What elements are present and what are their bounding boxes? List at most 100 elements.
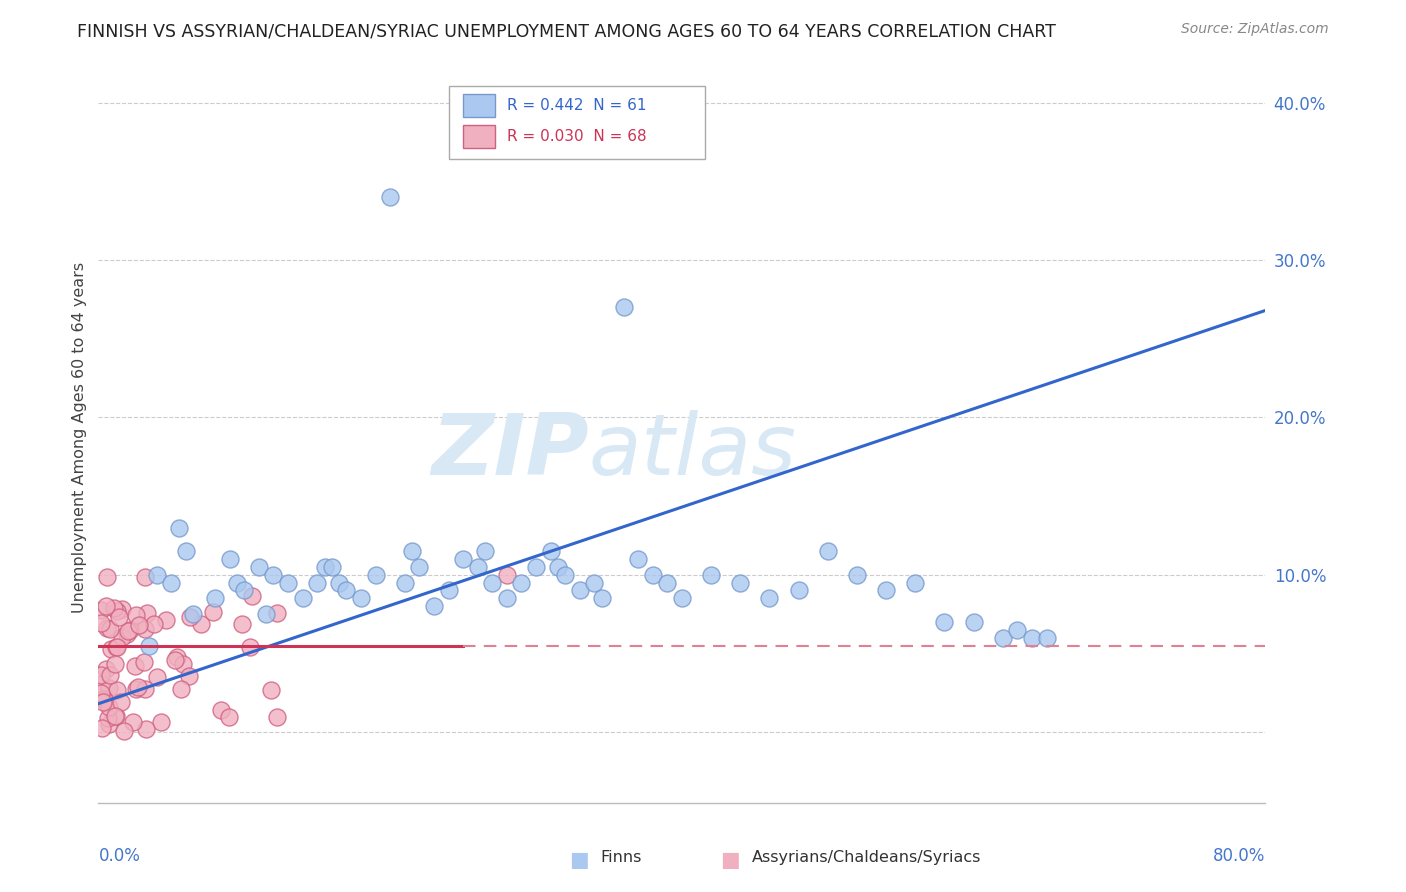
Point [1035, 631, 1057, 645]
Point [134, 622, 156, 636]
Point [134, 682, 156, 697]
Point [138, 639, 160, 653]
Point [163, 653, 186, 667]
Point [583, 575, 606, 590]
Point [612, 301, 634, 315]
Point [98, 622, 121, 636]
Point [481, 575, 503, 590]
Point [190, 617, 212, 632]
Point [117, 627, 139, 641]
Text: FINNISH VS ASSYRIAN/CHALDEAN/SYRIAC UNEMPLOYMENT AMONG AGES 60 TO 64 YEARS CORRE: FINNISH VS ASSYRIAN/CHALDEAN/SYRIAC UNEM… [77, 22, 1056, 40]
Text: Finns: Finns [600, 850, 641, 865]
Point [817, 544, 839, 558]
Point [111, 601, 134, 615]
Point [122, 714, 145, 729]
Point [496, 567, 519, 582]
Point [94, 662, 117, 676]
Point [146, 567, 169, 582]
Point [134, 570, 156, 584]
Point [179, 609, 201, 624]
Point [240, 589, 263, 603]
Point [266, 606, 288, 620]
Point [135, 607, 157, 621]
Point [846, 567, 869, 582]
Point [226, 575, 249, 590]
Point [266, 709, 288, 723]
Point [111, 630, 134, 644]
Point [172, 657, 194, 671]
Point [671, 591, 693, 606]
Point [103, 657, 125, 671]
Point [134, 655, 156, 669]
Point [170, 681, 193, 696]
Point [451, 552, 474, 566]
Point [641, 567, 664, 582]
Point [364, 567, 387, 582]
Text: 0.0%: 0.0% [98, 847, 141, 864]
Point [167, 520, 190, 534]
Text: ZIP: ZIP [430, 410, 589, 493]
Point [547, 559, 569, 574]
Point [96, 621, 118, 635]
Point [110, 695, 132, 709]
Point [307, 575, 329, 590]
FancyBboxPatch shape [463, 94, 495, 118]
Point [90, 686, 112, 700]
Point [177, 669, 200, 683]
Point [231, 617, 253, 632]
Point [98, 668, 121, 682]
Point [328, 575, 350, 590]
Text: R = 0.442  N = 61: R = 0.442 N = 61 [508, 98, 647, 113]
Text: ■: ■ [569, 850, 589, 871]
Point [962, 615, 984, 629]
Point [90, 615, 112, 630]
Point [934, 615, 956, 629]
Point [174, 544, 197, 558]
Point [105, 604, 128, 618]
Text: Source: ZipAtlas.com: Source: ZipAtlas.com [1181, 22, 1329, 37]
Text: atlas: atlas [589, 410, 797, 493]
Point [128, 617, 150, 632]
Point [314, 559, 336, 574]
Point [758, 591, 780, 606]
Text: R = 0.030  N = 68: R = 0.030 N = 68 [508, 129, 647, 144]
Point [380, 190, 402, 204]
Point [97, 700, 120, 714]
Point [150, 715, 173, 730]
Point [467, 559, 489, 574]
Text: ■: ■ [720, 850, 741, 871]
Point [124, 659, 146, 673]
Point [1021, 631, 1043, 645]
Point [401, 544, 423, 558]
Point [730, 575, 752, 590]
Point [335, 583, 357, 598]
Point [96, 570, 118, 584]
Point [91, 694, 114, 708]
Point [209, 703, 232, 717]
Point [100, 641, 122, 656]
Point [277, 575, 299, 590]
Point [291, 591, 314, 606]
Point [510, 575, 533, 590]
Point [321, 559, 343, 574]
Point [104, 709, 127, 723]
Point [118, 624, 141, 638]
Point [875, 583, 897, 598]
Y-axis label: Unemployment Among Ages 60 to 64 years: Unemployment Among Ages 60 to 64 years [72, 261, 87, 613]
Point [218, 710, 240, 724]
Point [90, 721, 112, 735]
Point [97, 710, 120, 724]
Point [591, 591, 613, 606]
Point [96, 599, 118, 613]
Point [262, 567, 284, 582]
Point [93, 691, 115, 706]
Point [155, 613, 177, 627]
Point [105, 709, 128, 723]
Point [160, 575, 183, 590]
Point [233, 583, 256, 598]
Point [103, 600, 125, 615]
Point [554, 567, 576, 582]
Point [247, 559, 270, 574]
Point [259, 683, 281, 698]
Point [568, 583, 591, 598]
